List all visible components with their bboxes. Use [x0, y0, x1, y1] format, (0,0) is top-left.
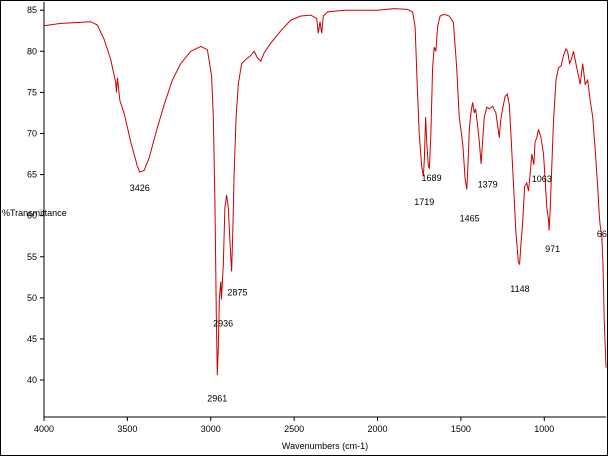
peak-label: 1148	[510, 284, 529, 294]
y-tick-label: 70	[27, 128, 37, 138]
peak-label: 665	[597, 229, 608, 239]
y-tick-label: 60	[27, 211, 37, 221]
peak-label: 1719	[414, 197, 434, 207]
y-ticks: 40 45 50 55 60 65 70 75 80 85	[27, 5, 44, 385]
y-tick-label: 50	[27, 293, 37, 303]
x-tick-label: 4000	[34, 424, 54, 434]
y-tick-label: 40	[27, 375, 37, 385]
x-tick-label: 2500	[284, 424, 304, 434]
spectrum-line	[43, 8, 607, 376]
y-tick-label: 85	[27, 5, 37, 15]
peak-labels: 3426 2961 2936 2875 1719 1689 1465 1379 1148 1063…	[130, 173, 608, 403]
peak-label: 2961	[207, 393, 227, 403]
y-tick-label: 45	[27, 334, 37, 344]
peak-label: 1689	[422, 173, 442, 183]
peak-label: 971	[545, 244, 560, 254]
peak-label: 1379	[478, 180, 498, 190]
y-tick-label: 80	[27, 46, 37, 56]
x-axis-label: Wavenumbers (cm-1)	[282, 441, 368, 451]
y-tick-label: 75	[27, 87, 37, 97]
x-ticks: 4000 3500 3000 2500 2000 1500 1000	[34, 417, 554, 434]
y-axis-label: %Transmittance	[2, 208, 67, 218]
y-tick-label: 65	[27, 170, 37, 180]
y-tick-label: 55	[27, 252, 37, 262]
x-tick-label: 1000	[534, 424, 554, 434]
x-tick-label: 2000	[368, 424, 388, 434]
x-tick-label: 3500	[117, 424, 137, 434]
axes	[43, 2, 606, 418]
peak-label: 1465	[460, 213, 480, 223]
peak-label: 2875	[227, 287, 247, 297]
peak-label: 1063	[532, 174, 552, 184]
peak-label: 3426	[130, 183, 150, 193]
x-tick-label: 1500	[451, 424, 471, 434]
peak-label: 2936	[213, 319, 233, 329]
x-tick-label: 3000	[201, 424, 221, 434]
